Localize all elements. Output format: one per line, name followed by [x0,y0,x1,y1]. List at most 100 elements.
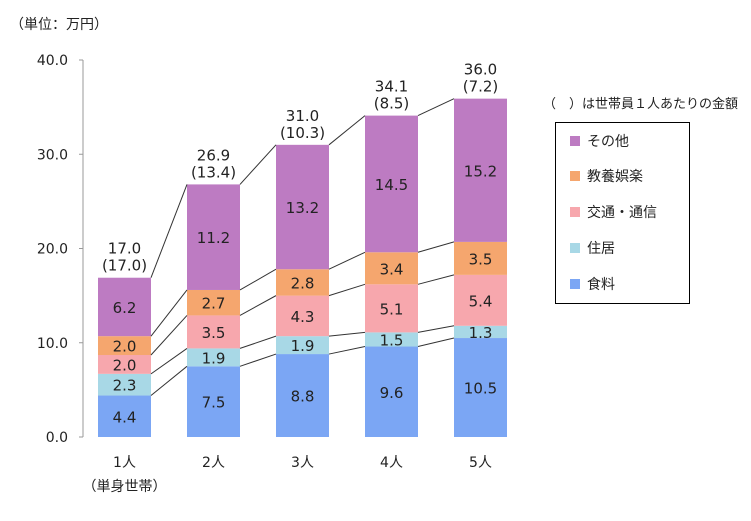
bar-segment [187,366,240,437]
bar-segment [98,336,151,356]
connector-line [150,184,188,278]
connector-line [239,295,277,316]
connector-line [150,315,188,356]
data-label: 4.3 [291,308,315,326]
legend-label-other: その他 [587,134,629,150]
bar-segment [276,354,329,437]
connector-line [150,365,188,396]
connector-line [328,283,366,297]
bar-segment [187,184,240,290]
legend-item-housing: 住居 [570,238,615,258]
connector-line [417,98,455,117]
data-label: 14.5 [375,176,408,194]
data-label: 1.5 [380,331,404,349]
legend-item-food: 食料 [570,274,615,294]
legend-label-housing: 住居 [587,241,615,257]
legend-swatch-culture [570,171,580,181]
bar-segment [276,144,329,270]
bar-segment [454,338,507,437]
legend-swatch-housing [570,243,580,253]
data-label: 3.5 [469,250,493,268]
data-label: 3.4 [380,260,404,278]
total-label: 26.9 [197,146,230,164]
data-label: 2.8 [291,274,315,292]
bar-segment [187,289,240,316]
per-person-label: (13.4) [191,163,236,181]
connector-line [239,144,277,185]
unit-label: （単位：万円） [10,17,108,33]
data-label: 7.5 [202,394,226,412]
total-label: 36.0 [464,61,497,79]
legend-item-culture: 教養娯楽 [570,166,643,186]
data-label: 4.4 [113,408,137,426]
y-tick-label: 30.0 [37,147,68,163]
bar-segment [276,295,329,337]
connector-line [417,241,455,253]
data-label: 10.5 [464,380,497,398]
bar-segment [365,346,418,437]
connector-line [328,331,366,337]
data-label: 15.2 [464,162,497,180]
per-person-note: （ ）は世帯員１人あたりの金額 [543,97,739,112]
data-label: 2.7 [202,295,226,313]
y-tick-label: 20.0 [37,242,68,258]
legend-label-culture: 教養娯楽 [587,169,643,185]
legend-label-food: 食料 [587,277,615,293]
per-person-label: (10.3) [280,124,325,142]
per-person-label: (8.5) [374,95,410,113]
bar-segment [187,348,240,367]
legend: その他 教養娯楽 交通・通信 住居 食料 [555,122,690,304]
connector-line [417,274,455,285]
data-label: 2.0 [113,338,137,356]
data-label: 1.9 [202,349,226,367]
legend-item-transport: 交通・通信 [570,202,657,222]
connector-line [150,347,188,375]
y-tick-label: 40.0 [37,53,68,69]
x-category-label: 2人 [202,455,225,471]
total-label: 17.0 [108,240,141,258]
bar-segment [98,373,151,396]
connector-line [239,268,277,291]
legend-item-other: その他 [570,131,629,151]
connector-line [417,337,455,348]
bar-segment [365,115,418,253]
legend-swatch-transport [570,207,580,217]
bar-segment [365,332,418,347]
bar-segment [98,277,151,337]
per-person-label: (7.2) [463,78,499,96]
bar-segment [98,355,151,374]
connector-line [328,346,366,355]
y-tick-label: 10.0 [37,336,68,352]
connector-line [150,289,188,337]
data-label: 6.2 [113,299,137,317]
x-category-label: 5人 [469,455,492,471]
x-category-sublabel: （単身世帯） [83,479,167,495]
data-label: 5.4 [469,292,493,310]
bar-segment [98,395,151,437]
bar-segment [454,274,507,326]
data-label: 13.2 [286,199,319,217]
data-label: 8.8 [291,388,315,406]
total-label: 34.1 [375,78,408,96]
bar-segment [365,252,418,285]
connector-line [417,325,455,333]
x-category-label: 3人 [291,455,314,471]
total-label: 31.0 [286,107,319,125]
x-category-label: 1人 [113,455,136,471]
connector-line [328,251,366,270]
data-label: 9.6 [380,384,404,402]
bar-segment [276,336,329,355]
data-label: 5.1 [380,300,404,318]
connector-line [328,115,366,146]
bar-segment [454,241,507,275]
bar-segment [187,315,240,349]
bar-segment [454,98,507,242]
legend-swatch-food [570,279,580,289]
data-label: 1.9 [291,337,315,355]
connector-line [239,335,277,349]
y-tick-label: 0.0 [46,430,68,446]
per-person-label: (17.0) [102,257,147,275]
bar-segment [276,269,329,296]
legend-label-transport: 交通・通信 [587,205,657,221]
